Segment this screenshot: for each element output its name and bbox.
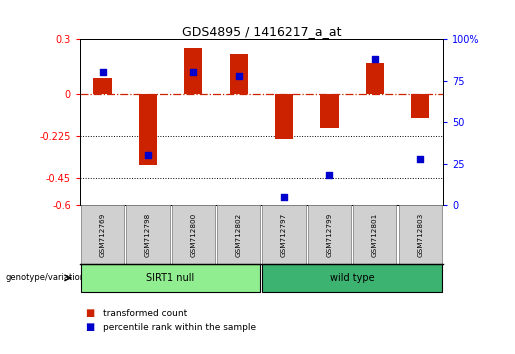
Point xyxy=(416,156,424,161)
Text: ■: ■ xyxy=(85,322,94,332)
Bar xyxy=(139,95,157,165)
Bar xyxy=(184,48,202,95)
Bar xyxy=(320,95,338,128)
Bar xyxy=(230,54,248,95)
Point xyxy=(98,69,107,75)
Bar xyxy=(93,78,112,95)
Text: GSM712803: GSM712803 xyxy=(417,212,423,257)
Text: SIRT1 null: SIRT1 null xyxy=(146,273,195,283)
Text: transformed count: transformed count xyxy=(103,309,187,318)
Point xyxy=(144,153,152,158)
Text: GSM712798: GSM712798 xyxy=(145,212,151,257)
Point xyxy=(234,73,243,78)
Text: ■: ■ xyxy=(85,308,94,318)
Text: GSM712800: GSM712800 xyxy=(190,212,196,257)
Bar xyxy=(411,95,430,119)
Bar xyxy=(275,95,293,139)
Text: GSM712801: GSM712801 xyxy=(372,212,378,257)
Text: percentile rank within the sample: percentile rank within the sample xyxy=(103,323,256,332)
Point xyxy=(189,69,197,75)
Point xyxy=(280,194,288,200)
Title: GDS4895 / 1416217_a_at: GDS4895 / 1416217_a_at xyxy=(182,25,341,38)
Text: GSM712797: GSM712797 xyxy=(281,212,287,257)
Point xyxy=(325,172,334,178)
Text: GSM712802: GSM712802 xyxy=(236,212,242,257)
Text: GSM712769: GSM712769 xyxy=(99,212,106,257)
Bar xyxy=(366,63,384,95)
Text: genotype/variation: genotype/variation xyxy=(5,273,85,282)
Text: GSM712799: GSM712799 xyxy=(327,212,333,257)
Point xyxy=(371,56,379,62)
Text: wild type: wild type xyxy=(330,273,374,283)
